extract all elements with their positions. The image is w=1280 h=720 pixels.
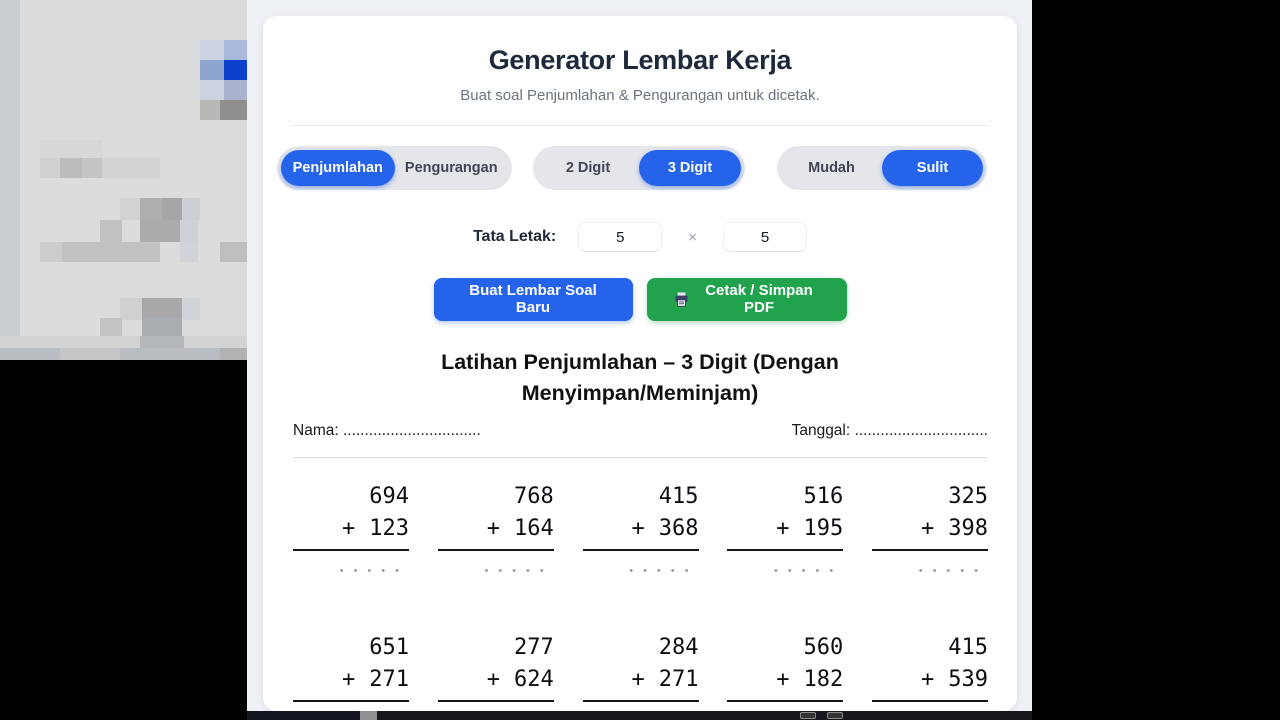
toggle-row: Penjumlahan Pengurangan 2 Digit 3 Digit … bbox=[263, 146, 1017, 190]
multiply-sign: × bbox=[688, 228, 698, 246]
taskbar-thumb bbox=[360, 711, 377, 720]
addend-top: 694 bbox=[369, 484, 409, 509]
print-pdf-button[interactable]: Cetak / Simpan PDF bbox=[646, 277, 847, 321]
taskbar-segment bbox=[247, 711, 360, 720]
generate-worksheet-button[interactable]: Buat Lembar Soal Baru bbox=[433, 277, 633, 321]
answer-line bbox=[437, 700, 554, 702]
toggle-2-digit[interactable]: 2 Digit bbox=[565, 160, 611, 176]
worksheet-meta-row: Nama: ................................ T… bbox=[293, 422, 988, 440]
worksheet-title: Latihan Penjumlahan – 3 Digit (Dengan Me… bbox=[441, 350, 839, 405]
problem: 768 +164 ••••• bbox=[437, 484, 554, 637]
columns-input[interactable] bbox=[578, 222, 663, 252]
plus-operator: + bbox=[342, 667, 356, 692]
toggle-penjumlahan[interactable]: Penjumlahan bbox=[281, 150, 395, 186]
answer-line bbox=[582, 700, 699, 702]
page-subtitle: Buat soal Penjumlahan & Pengurangan untu… bbox=[460, 87, 820, 104]
addend-bottom: 368 bbox=[658, 516, 699, 541]
generator-card: Generator Lembar Kerja Buat soal Penjuml… bbox=[263, 16, 1017, 711]
addend-top: 415 bbox=[948, 635, 988, 660]
addend-bottom: 123 bbox=[369, 516, 409, 541]
answer-line bbox=[872, 549, 988, 551]
addend-top: 415 bbox=[658, 484, 699, 509]
problem: 415 +539 ••••• bbox=[872, 637, 988, 711]
problem: 560 +182 ••••• bbox=[727, 635, 844, 711]
toggle-3-digit[interactable]: 3 Digit bbox=[639, 150, 741, 186]
problem: 284 +271 ••••• bbox=[582, 635, 699, 711]
problem: 694 +123 ••••• bbox=[293, 486, 409, 637]
addend-bottom: 164 bbox=[514, 516, 554, 541]
toggle-pengurangan[interactable]: Pengurangan bbox=[404, 160, 498, 176]
difficulty-toggle-group: Mudah Sulit bbox=[777, 146, 987, 190]
layout-label: Tata Letak: bbox=[472, 228, 557, 245]
addend-top: 325 bbox=[948, 484, 988, 509]
addend-bottom: 624 bbox=[514, 667, 554, 692]
problem: 651 +271 ••••• bbox=[293, 637, 409, 711]
window-control-icon[interactable] bbox=[827, 712, 843, 719]
answer-dots: ••••• bbox=[773, 565, 844, 577]
addend-bottom: 182 bbox=[803, 667, 844, 692]
problem: 516 +195 ••••• bbox=[727, 484, 844, 637]
problem: 277 +624 ••••• bbox=[437, 635, 554, 711]
answer-dots: ••••• bbox=[484, 565, 554, 577]
worksheet-divider bbox=[293, 457, 988, 458]
problems-grid: 694 +123 ••••• 768 +164 ••••• 415 +368 bbox=[293, 486, 988, 711]
print-button-label: Cetak / Simpan PDF bbox=[705, 282, 813, 316]
header-divider bbox=[291, 125, 989, 126]
blurred-left-region bbox=[0, 0, 247, 360]
answer-line bbox=[727, 700, 844, 702]
taskbar-strip bbox=[247, 711, 1032, 720]
generate-button-label: Buat Lembar Soal Baru bbox=[469, 282, 597, 316]
plus-operator: + bbox=[342, 516, 356, 541]
plus-operator: + bbox=[921, 667, 935, 692]
answer-dots: ••••• bbox=[918, 565, 988, 577]
plus-operator: + bbox=[631, 516, 645, 541]
answer-dots: ••••• bbox=[629, 565, 699, 577]
answer-line bbox=[727, 549, 844, 551]
addend-top: 277 bbox=[514, 635, 554, 660]
addend-bottom: 539 bbox=[948, 667, 988, 692]
page-title: Generator Lembar Kerja bbox=[488, 45, 792, 75]
answer-line bbox=[582, 549, 699, 551]
toggle-sulit[interactable]: Sulit bbox=[882, 150, 983, 186]
digits-toggle-group: 2 Digit 3 Digit bbox=[533, 146, 745, 190]
problems-row-2: 651 +271 ••••• 277 +624 ••••• 284 +271 bbox=[293, 637, 988, 711]
operation-toggle-group: Penjumlahan Pengurangan bbox=[277, 146, 512, 190]
layout-controls: Tata Letak: × bbox=[263, 221, 1017, 253]
answer-line bbox=[872, 700, 988, 702]
addend-bottom: 271 bbox=[369, 667, 409, 692]
name-line: Nama: ................................ bbox=[293, 422, 481, 439]
addend-top: 516 bbox=[803, 484, 844, 509]
printer-icon bbox=[673, 291, 690, 308]
plus-operator: + bbox=[486, 667, 500, 692]
answer-line bbox=[437, 549, 554, 551]
date-line: Tanggal: ............................... bbox=[791, 422, 988, 439]
answer-dots: ••••• bbox=[339, 565, 409, 577]
addend-top: 768 bbox=[514, 484, 554, 509]
addend-bottom: 195 bbox=[803, 516, 844, 541]
problems-row-1: 694 +123 ••••• 768 +164 ••••• 415 +368 bbox=[293, 486, 988, 637]
problem: 415 +368 ••••• bbox=[582, 484, 699, 637]
toggle-mudah[interactable]: Mudah bbox=[808, 160, 855, 176]
plus-operator: + bbox=[631, 667, 645, 692]
window-control-icon[interactable] bbox=[800, 712, 816, 719]
action-buttons-row: Buat Lembar Soal Baru Cetak / Simpan PDF bbox=[263, 277, 1017, 321]
addend-top: 651 bbox=[369, 635, 409, 660]
answer-line bbox=[293, 700, 409, 702]
addend-top: 284 bbox=[658, 635, 699, 660]
plus-operator: + bbox=[921, 516, 935, 541]
plus-operator: + bbox=[486, 516, 500, 541]
addend-top: 560 bbox=[803, 635, 844, 660]
app-panel: Generator Lembar Kerja Buat soal Penjuml… bbox=[247, 0, 1032, 711]
addend-bottom: 271 bbox=[658, 667, 699, 692]
plus-operator: + bbox=[776, 516, 790, 541]
answer-line bbox=[293, 549, 409, 551]
addend-bottom: 398 bbox=[948, 516, 988, 541]
problem: 325 +398 ••••• bbox=[872, 486, 988, 637]
plus-operator: + bbox=[776, 667, 790, 692]
rows-input[interactable] bbox=[723, 222, 808, 252]
